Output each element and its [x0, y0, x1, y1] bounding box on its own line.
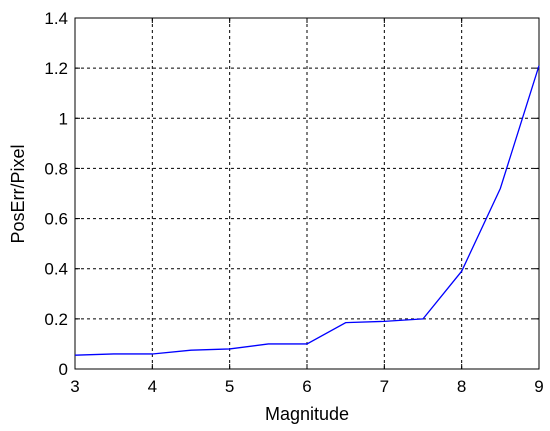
y-tick-label: 0.6	[44, 210, 68, 229]
tick-marks	[74, 17, 540, 370]
y-axis-label: PosErr/Pixel	[8, 144, 28, 243]
x-tick-label: 7	[380, 377, 389, 396]
series-line	[74, 65, 540, 356]
x-tick-label: 9	[534, 377, 543, 396]
x-tick-label: 5	[225, 377, 234, 396]
x-tick-label: 3	[70, 377, 79, 396]
y-tick-label: 0.8	[44, 159, 68, 178]
x-tick-labels: 3 4 5 6 7 8 9	[70, 377, 543, 396]
x-tick-label: 8	[457, 377, 466, 396]
y-tick-labels: 0 0.2 0.4 0.6 0.8 1 1.2 1.4	[44, 9, 68, 379]
y-tick-label: 1.2	[44, 59, 68, 78]
x-tick-label: 6	[302, 377, 311, 396]
series-group	[74, 65, 540, 356]
y-tick-label: 0.4	[44, 260, 68, 279]
y-tick-label: 0	[59, 360, 68, 379]
grid	[75, 18, 539, 369]
x-tick-label: 4	[148, 377, 157, 396]
y-tick-label: 1.4	[44, 9, 68, 28]
y-tick-label: 1	[59, 109, 68, 128]
x-axis-label: Magnitude	[265, 404, 349, 424]
y-tick-label: 0.2	[44, 310, 68, 329]
